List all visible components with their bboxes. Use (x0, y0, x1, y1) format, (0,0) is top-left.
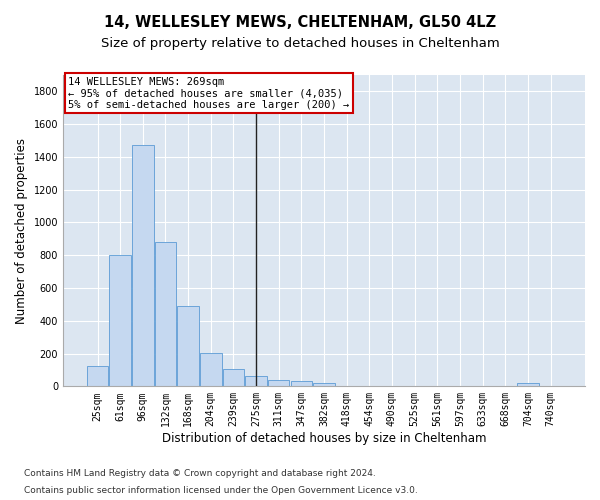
Bar (178, 306, 199, 386)
Bar (245, 376, 267, 386)
Text: 14 WELLESLEY MEWS: 269sqm
← 95% of detached houses are smaller (4,035)
5% of sem: 14 WELLESLEY MEWS: 269sqm ← 95% of detac… (68, 76, 350, 110)
Bar (155, 242, 176, 386)
Text: Contains public sector information licensed under the Open Government Licence v3: Contains public sector information licen… (24, 486, 418, 495)
Bar (517, 383, 539, 386)
Bar (290, 380, 312, 386)
Text: Contains HM Land Registry data © Crown copyright and database right 2024.: Contains HM Land Registry data © Crown c… (24, 468, 376, 477)
Bar (109, 255, 131, 386)
Y-axis label: Number of detached properties: Number of detached properties (15, 138, 28, 324)
Bar (268, 380, 289, 386)
Bar (313, 383, 335, 386)
Text: 14, WELLESLEY MEWS, CHELTENHAM, GL50 4LZ: 14, WELLESLEY MEWS, CHELTENHAM, GL50 4LZ (104, 15, 496, 30)
Bar (200, 352, 221, 386)
Bar (132, 144, 154, 386)
Text: Size of property relative to detached houses in Cheltenham: Size of property relative to detached ho… (101, 38, 499, 51)
X-axis label: Distribution of detached houses by size in Cheltenham: Distribution of detached houses by size … (162, 432, 486, 445)
Bar (87, 366, 108, 386)
Bar (223, 369, 244, 386)
